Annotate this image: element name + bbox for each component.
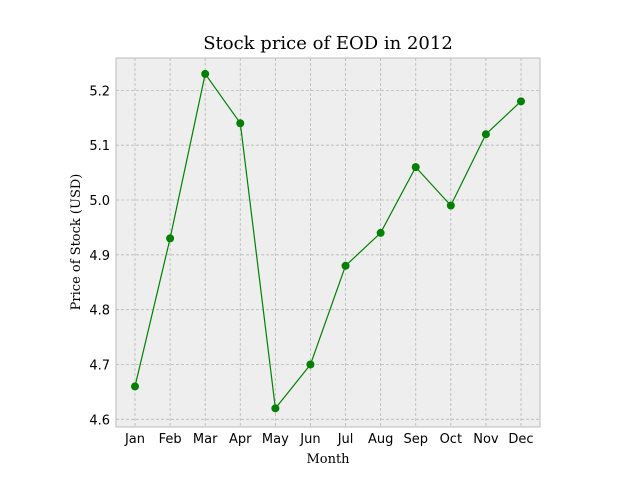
data-point <box>166 234 175 243</box>
series-line <box>134 72 522 410</box>
data-point <box>517 97 525 106</box>
chart-title: Stock price of EOD in 2012 <box>203 33 453 54</box>
x-tick-label: Jan <box>124 432 145 447</box>
x-tick-label: Dec <box>508 432 533 447</box>
data-point <box>236 119 245 128</box>
data-point <box>341 261 350 270</box>
y-tick-label: 4.6 <box>89 413 110 428</box>
x-tick-label: May <box>262 432 289 447</box>
plot-frame <box>115 57 541 428</box>
x-tick-label: Apr <box>229 432 252 447</box>
data-point <box>271 404 280 413</box>
data-point <box>376 228 385 237</box>
data-markers <box>131 69 525 413</box>
data-point <box>446 201 455 210</box>
x-axis-label: Month <box>306 452 350 467</box>
x-axis-ticks: Jan Feb Mar Apr May Jun Jul Aug Sep Oct Nov Dec <box>124 432 534 447</box>
y-tick-label: 4.7 <box>89 358 110 373</box>
x-tick-label: Sep <box>403 432 428 447</box>
y-tick-label: 4.9 <box>89 249 110 264</box>
plot-area <box>116 58 540 427</box>
x-tick-label: Mar <box>193 432 218 447</box>
x-tick-label: Jun <box>299 432 320 447</box>
data-series <box>134 72 522 410</box>
y-tick-label: 5.1 <box>89 139 110 154</box>
y-axis-ticks: 4.6 4.7 4.8 4.9 5.0 5.1 5.2 <box>89 84 110 428</box>
y-tick-label: 4.8 <box>89 304 110 319</box>
data-point <box>131 382 139 391</box>
data-point <box>201 69 210 78</box>
x-tick-label: Feb <box>159 432 182 447</box>
data-point <box>306 360 315 369</box>
x-tick-label: Jul <box>337 432 354 447</box>
y-tick-label: 5.0 <box>89 194 110 209</box>
x-tick-label: Oct <box>440 432 462 447</box>
y-tick-label: 5.2 <box>89 84 110 99</box>
x-tick-label: Aug <box>368 432 393 447</box>
y-axis-label: Price of Stock (USD) <box>69 174 84 311</box>
data-point <box>411 163 420 172</box>
x-tick-label: Nov <box>473 432 499 447</box>
data-point <box>481 130 490 139</box>
